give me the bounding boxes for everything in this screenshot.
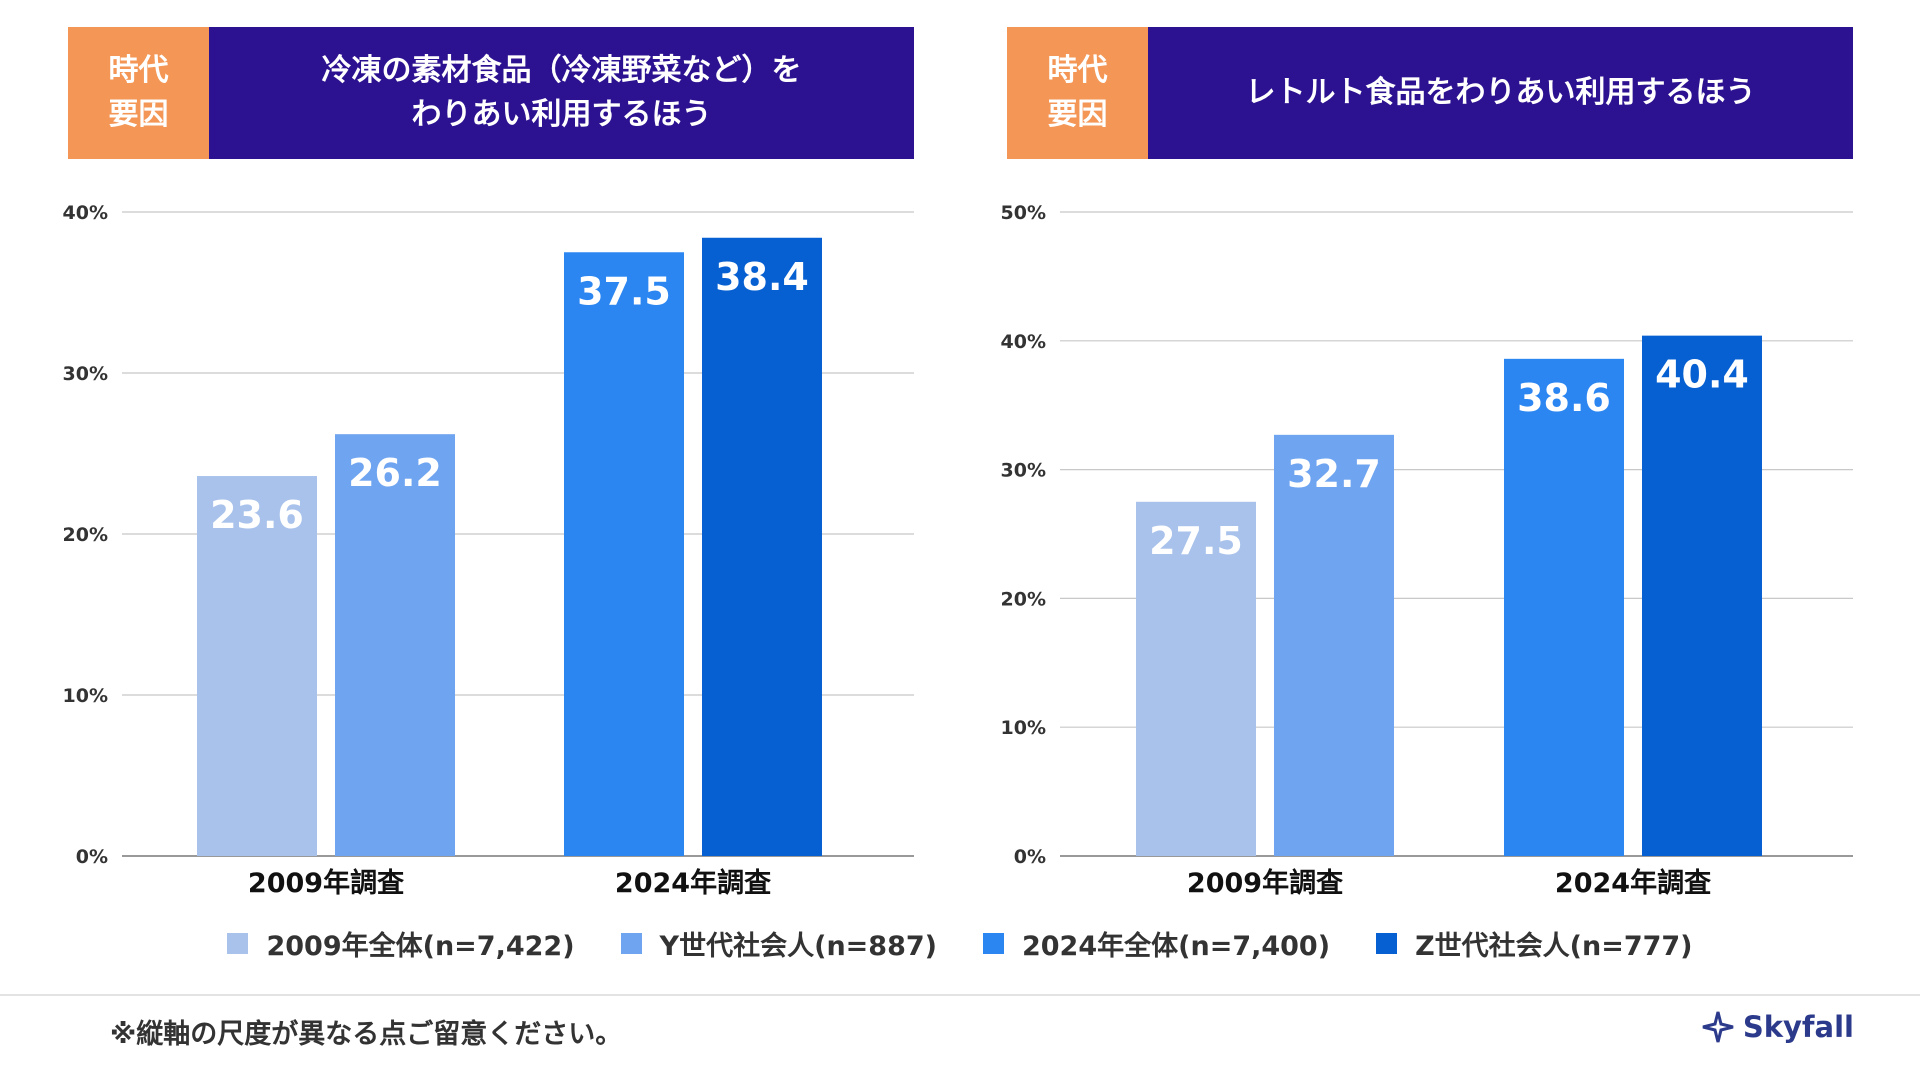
bar-value-label: 27.5 [1149,519,1243,563]
legend-label: 2024年全体(n=7,400) [1021,931,1331,962]
legend-label: Y世代社会人(n=887) [659,931,937,962]
bar [564,252,684,856]
bar [1504,358,1624,856]
x-category-label: 2024年調査 [1555,867,1711,899]
chart-panel-right: 時代 要因 レトルト食品をわりあい利用するほう [1007,27,1853,159]
legend-swatch [982,933,1004,954]
panel-header: 時代 要因 レトルト食品をわりあい利用するほう [1007,27,1853,159]
y-tick-label: 30% [63,363,108,385]
bar-value-label: 23.6 [210,493,304,537]
brand-name: Skyfall [1742,1010,1854,1044]
bar-charts: 0% 10% 20% 30% 40% 23.6 26.2 2009年調査 37.5 38.4 202… [63,202,1853,899]
y-tick-label: 10% [1001,717,1046,739]
bar [1274,434,1394,856]
footnote: ※縦軸の尺度が異なる点ご留意ください。 [110,1019,623,1050]
bar-value-label: 38.4 [715,255,809,299]
bar-value-label: 38.6 [1517,376,1611,420]
legend: 2009年全体(n=7,422) Y世代社会人(n=887) 2024年全体(n… [0,924,1920,963]
bar [1642,335,1762,856]
bar-value-label: 32.7 [1287,452,1381,496]
y-tick-label: 50% [1001,202,1046,224]
panel-header: 時代 要因 冷凍の素材食品（冷凍野菜など）を わりあい利用するほう [68,27,914,159]
footer-divider [0,994,1920,996]
y-tick-label: 0% [76,846,108,868]
legend-label: 2009年全体(n=7,422) [266,931,575,962]
bar [197,476,317,856]
legend-item: Z世代社会人(n=777) [1376,924,1693,963]
legend-swatch [1376,933,1398,954]
chart-title: レトルト食品をわりあい利用するほう [1148,27,1853,159]
legend-label: Z世代社会人(n=777) [1415,931,1693,962]
brand: Skyfall [1701,1010,1854,1044]
chart-panel-left: 時代 要因 冷凍の素材食品（冷凍野菜など）を わりあい利用するほう [68,27,914,159]
bar [335,434,455,856]
y-tick-label: 0% [1014,846,1046,868]
bar [1136,501,1256,856]
category-tag: 時代 要因 [1007,27,1148,159]
legend-item: 2024年全体(n=7,400) [982,924,1331,963]
y-tick-label: 30% [1001,460,1046,482]
x-category-label: 2009年調査 [248,867,404,899]
bar-value-label: 37.5 [577,269,671,313]
y-tick-label: 20% [1001,588,1046,610]
y-tick-label: 40% [1001,331,1046,353]
bar-value-label: 40.4 [1655,353,1749,397]
chart-title: 冷凍の素材食品（冷凍野菜など）を わりあい利用するほう [209,27,914,159]
x-category-label: 2024年調査 [615,867,771,899]
y-tick-label: 20% [63,524,108,546]
skyfall-logo-icon [1702,1011,1734,1043]
legend-item: Y世代社会人(n=887) [620,924,937,963]
legend-item: 2009年全体(n=7,422) [227,924,575,963]
x-category-label: 2009年調査 [1187,867,1343,899]
y-tick-label: 10% [63,685,108,707]
legend-swatch [620,933,642,954]
y-tick-label: 40% [63,202,108,224]
bar-value-label: 26.2 [348,451,442,495]
category-tag: 時代 要因 [68,27,209,159]
bar [702,237,822,856]
legend-swatch [227,933,249,954]
